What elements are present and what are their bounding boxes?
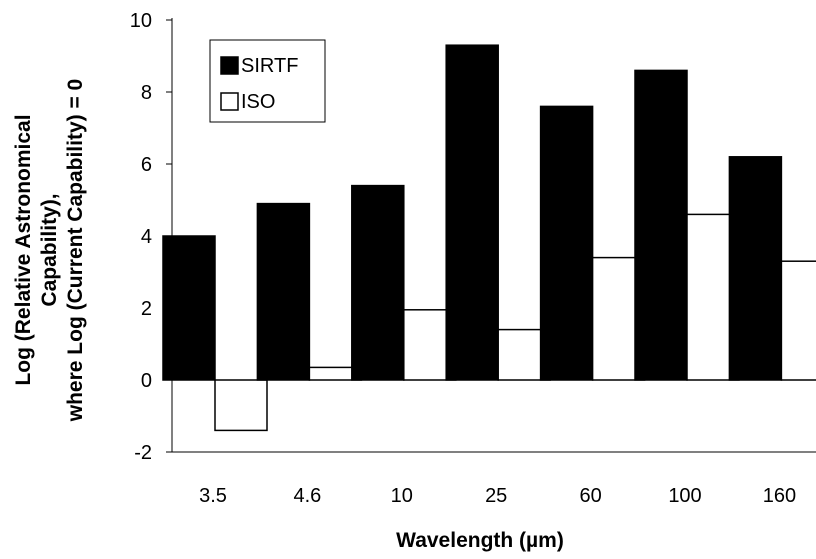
x-tick-label: 60 — [579, 485, 601, 507]
y-tick-label: -2 — [134, 442, 152, 464]
legend-swatch-sirtf — [220, 56, 239, 75]
y-tick-label: 2 — [141, 298, 152, 320]
bar-sirtf-25 — [445, 44, 499, 381]
x-tick-label: 10 — [391, 485, 413, 507]
x-tick-label: 100 — [668, 485, 701, 507]
legend-label-iso: ISO — [241, 91, 275, 113]
y-tick-label: 10 — [130, 10, 152, 32]
bar-sirtf-3.5 — [162, 235, 216, 381]
y-ticks: -2 0 2 4 6 8 10 — [130, 10, 172, 464]
x-tick-label: 4.6 — [293, 485, 321, 507]
legend-swatch-iso — [220, 92, 239, 111]
x-tick-label: 160 — [763, 485, 796, 507]
bar-sirtf-100 — [634, 69, 688, 381]
y-axis-title-line-2: Capability), — [38, 193, 61, 306]
x-tick-label: 3.5 — [199, 485, 227, 507]
x-tick-label: 25 — [485, 485, 507, 507]
x-tick-labels: 3.5 4.6 10 25 60 100 160 — [199, 485, 796, 507]
y-axis-title: Log (Relative Astronomical Capability), … — [12, 79, 87, 422]
y-tick-label: 4 — [141, 226, 152, 248]
x-axis-title: Wavelength (µm) — [396, 529, 564, 552]
bar-iso-3.5 — [214, 379, 268, 432]
legend-label-sirtf: SIRTF — [241, 55, 298, 77]
legend: SIRTF ISO — [209, 39, 326, 123]
y-tick-label: 6 — [141, 154, 152, 176]
y-tick-label: 0 — [141, 370, 152, 392]
bar-sirtf-60 — [539, 105, 594, 381]
bar-sirtf-10 — [351, 184, 405, 381]
bar-iso-160 — [780, 260, 816, 381]
y-axis-title-line-1: Log (Relative Astronomical — [12, 114, 35, 385]
bar-sirtf-4.6 — [256, 202, 311, 381]
y-tick-label: 8 — [141, 82, 152, 104]
bar-sirtf-160 — [728, 156, 783, 381]
y-axis-title-line-3: where Log (Current Capability) = 0 — [64, 79, 87, 422]
bars — [162, 44, 816, 432]
